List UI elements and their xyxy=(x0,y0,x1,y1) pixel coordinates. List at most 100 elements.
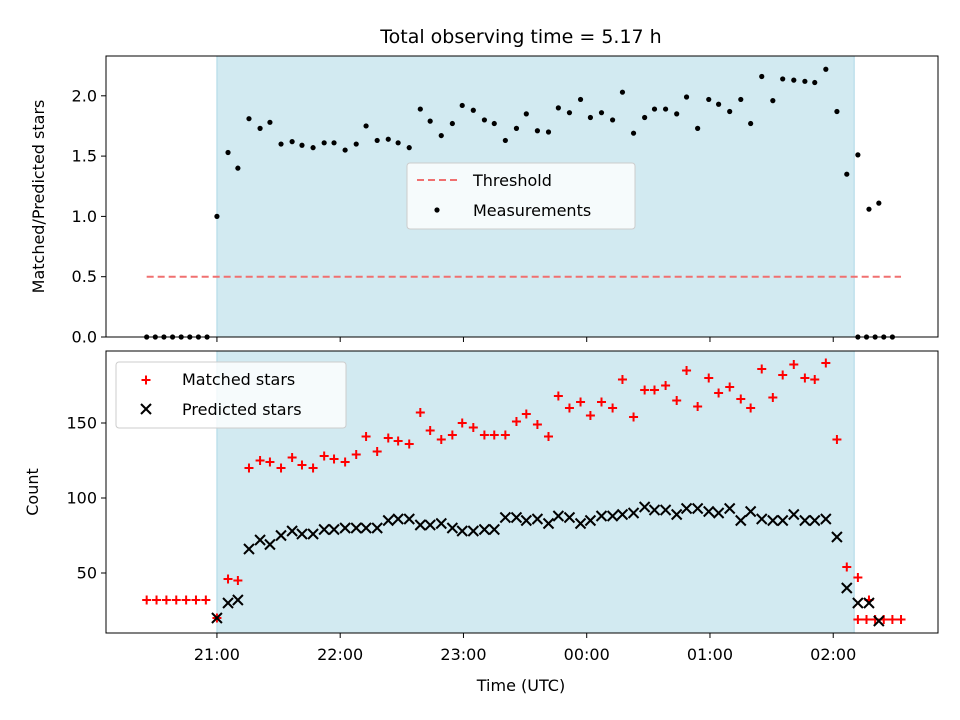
measurement-point xyxy=(577,96,584,103)
matched-star-point xyxy=(585,411,595,420)
measurement-point xyxy=(470,107,476,113)
measurement-point xyxy=(513,125,520,131)
matched-legend-marker xyxy=(141,375,151,385)
predicted-star-point xyxy=(531,513,544,525)
matched-star-point xyxy=(725,382,735,392)
predicted-star-point xyxy=(339,522,351,534)
matched-star-point xyxy=(704,373,714,383)
predicted-star-point xyxy=(414,519,427,531)
measurement-point xyxy=(353,141,359,147)
legend-box xyxy=(406,162,636,230)
predicted-star-point-b xyxy=(254,534,266,546)
predicted-star-point-b xyxy=(403,513,415,525)
measurement-point xyxy=(449,120,455,127)
predicted-star-point-b xyxy=(776,514,789,527)
measurement-point xyxy=(342,147,348,153)
predicted-star-point xyxy=(788,508,800,521)
predicted-star-point-b xyxy=(574,517,587,530)
predicted-star-point-b xyxy=(712,507,725,519)
x-tick-label: 21:00 xyxy=(194,645,240,664)
predicted-star-point-b xyxy=(328,523,340,536)
measurement-point xyxy=(321,140,327,146)
matched-star-point xyxy=(142,595,152,605)
matched-star-point xyxy=(171,595,181,605)
predicted-legend-marker xyxy=(140,403,152,415)
measurement-point xyxy=(876,200,882,206)
measurement-point xyxy=(834,108,840,115)
ratio-y-tick-label: 0.5 xyxy=(72,267,97,286)
predicted-star-point xyxy=(424,519,436,531)
matched-star-point xyxy=(233,576,243,585)
count-y-tick-label: 100 xyxy=(66,489,97,508)
measurement-point xyxy=(695,125,701,131)
matched-star-point xyxy=(351,450,361,459)
predicted-star-point xyxy=(264,538,276,551)
matched-star-point xyxy=(393,436,403,446)
matched-star-point xyxy=(768,393,778,402)
predicted-star-point-b xyxy=(446,522,459,534)
predicted-star-point xyxy=(435,517,447,530)
measurement-point xyxy=(459,102,465,109)
predicted-star-point xyxy=(360,522,372,534)
count-y-tick-label: 150 xyxy=(66,414,97,433)
legend-box xyxy=(115,361,347,429)
matched-star-point xyxy=(489,430,499,440)
predicted-star-point xyxy=(852,597,864,609)
matched-star-point xyxy=(608,403,618,413)
measurement-point xyxy=(299,142,305,148)
matched-star-point xyxy=(191,595,201,605)
predicted-star-point xyxy=(680,502,693,515)
predicted-star-point-b xyxy=(286,525,298,537)
matched-star-point xyxy=(329,454,339,464)
predicted-star-point xyxy=(574,517,587,530)
predicted-star-point xyxy=(392,513,404,525)
predicted-star-point xyxy=(286,525,298,537)
matched-star-point xyxy=(597,397,607,407)
predicted-star-point-b xyxy=(499,511,512,524)
matched-star-point xyxy=(287,453,297,462)
predicted-star-point-b xyxy=(542,517,555,530)
measurement-point xyxy=(257,125,263,131)
measurement-point xyxy=(823,66,829,72)
measurement-point xyxy=(706,96,712,103)
predicted-star-point xyxy=(371,522,383,534)
predicted-star-point xyxy=(756,513,768,525)
matched-star-point xyxy=(810,375,820,384)
predicted-star-point xyxy=(670,508,683,521)
matched-star-point xyxy=(736,394,746,404)
predicted-star-point-b xyxy=(691,502,704,515)
matched-star-point xyxy=(511,417,521,426)
matched-star-point xyxy=(757,364,767,374)
predicted-star-point xyxy=(723,502,736,515)
matched-star-point xyxy=(383,433,393,443)
matched-star-point xyxy=(714,388,724,398)
ratio-y-axis-label: Matched/Predicted stars xyxy=(29,100,48,294)
matched-star-point xyxy=(640,385,650,395)
predicted-star-point xyxy=(328,523,340,536)
count-y-axis-label: Count xyxy=(23,468,42,516)
predicted-star-point-b xyxy=(670,508,683,521)
predicted-star-point-b xyxy=(222,597,234,609)
predicted-star-point-b xyxy=(831,531,843,543)
predicted-star-point xyxy=(510,511,523,524)
predicted-star-point xyxy=(767,514,779,527)
measurement-point xyxy=(427,118,433,124)
predicted-star-point-b xyxy=(638,501,651,513)
predicted-star-point-b xyxy=(350,522,362,534)
measurement-point xyxy=(855,152,861,158)
predicted-star-point xyxy=(403,513,415,525)
matched-star-point xyxy=(201,595,211,605)
matched-star-point xyxy=(629,412,639,422)
measurement-point xyxy=(438,132,444,139)
matched-star-point xyxy=(297,460,307,470)
predicted-star-point-b xyxy=(744,505,757,518)
ratio-y-tick-label: 0.0 xyxy=(72,328,97,347)
count-y-ticks: 50 100 150 xyxy=(66,414,106,583)
matched-star-point xyxy=(500,430,510,440)
predicted-star-point-b xyxy=(414,519,427,531)
measurement-point xyxy=(395,140,401,146)
predicted-star-point-b xyxy=(211,612,223,624)
matched-star-point xyxy=(244,463,254,473)
measurement-point xyxy=(791,77,797,83)
